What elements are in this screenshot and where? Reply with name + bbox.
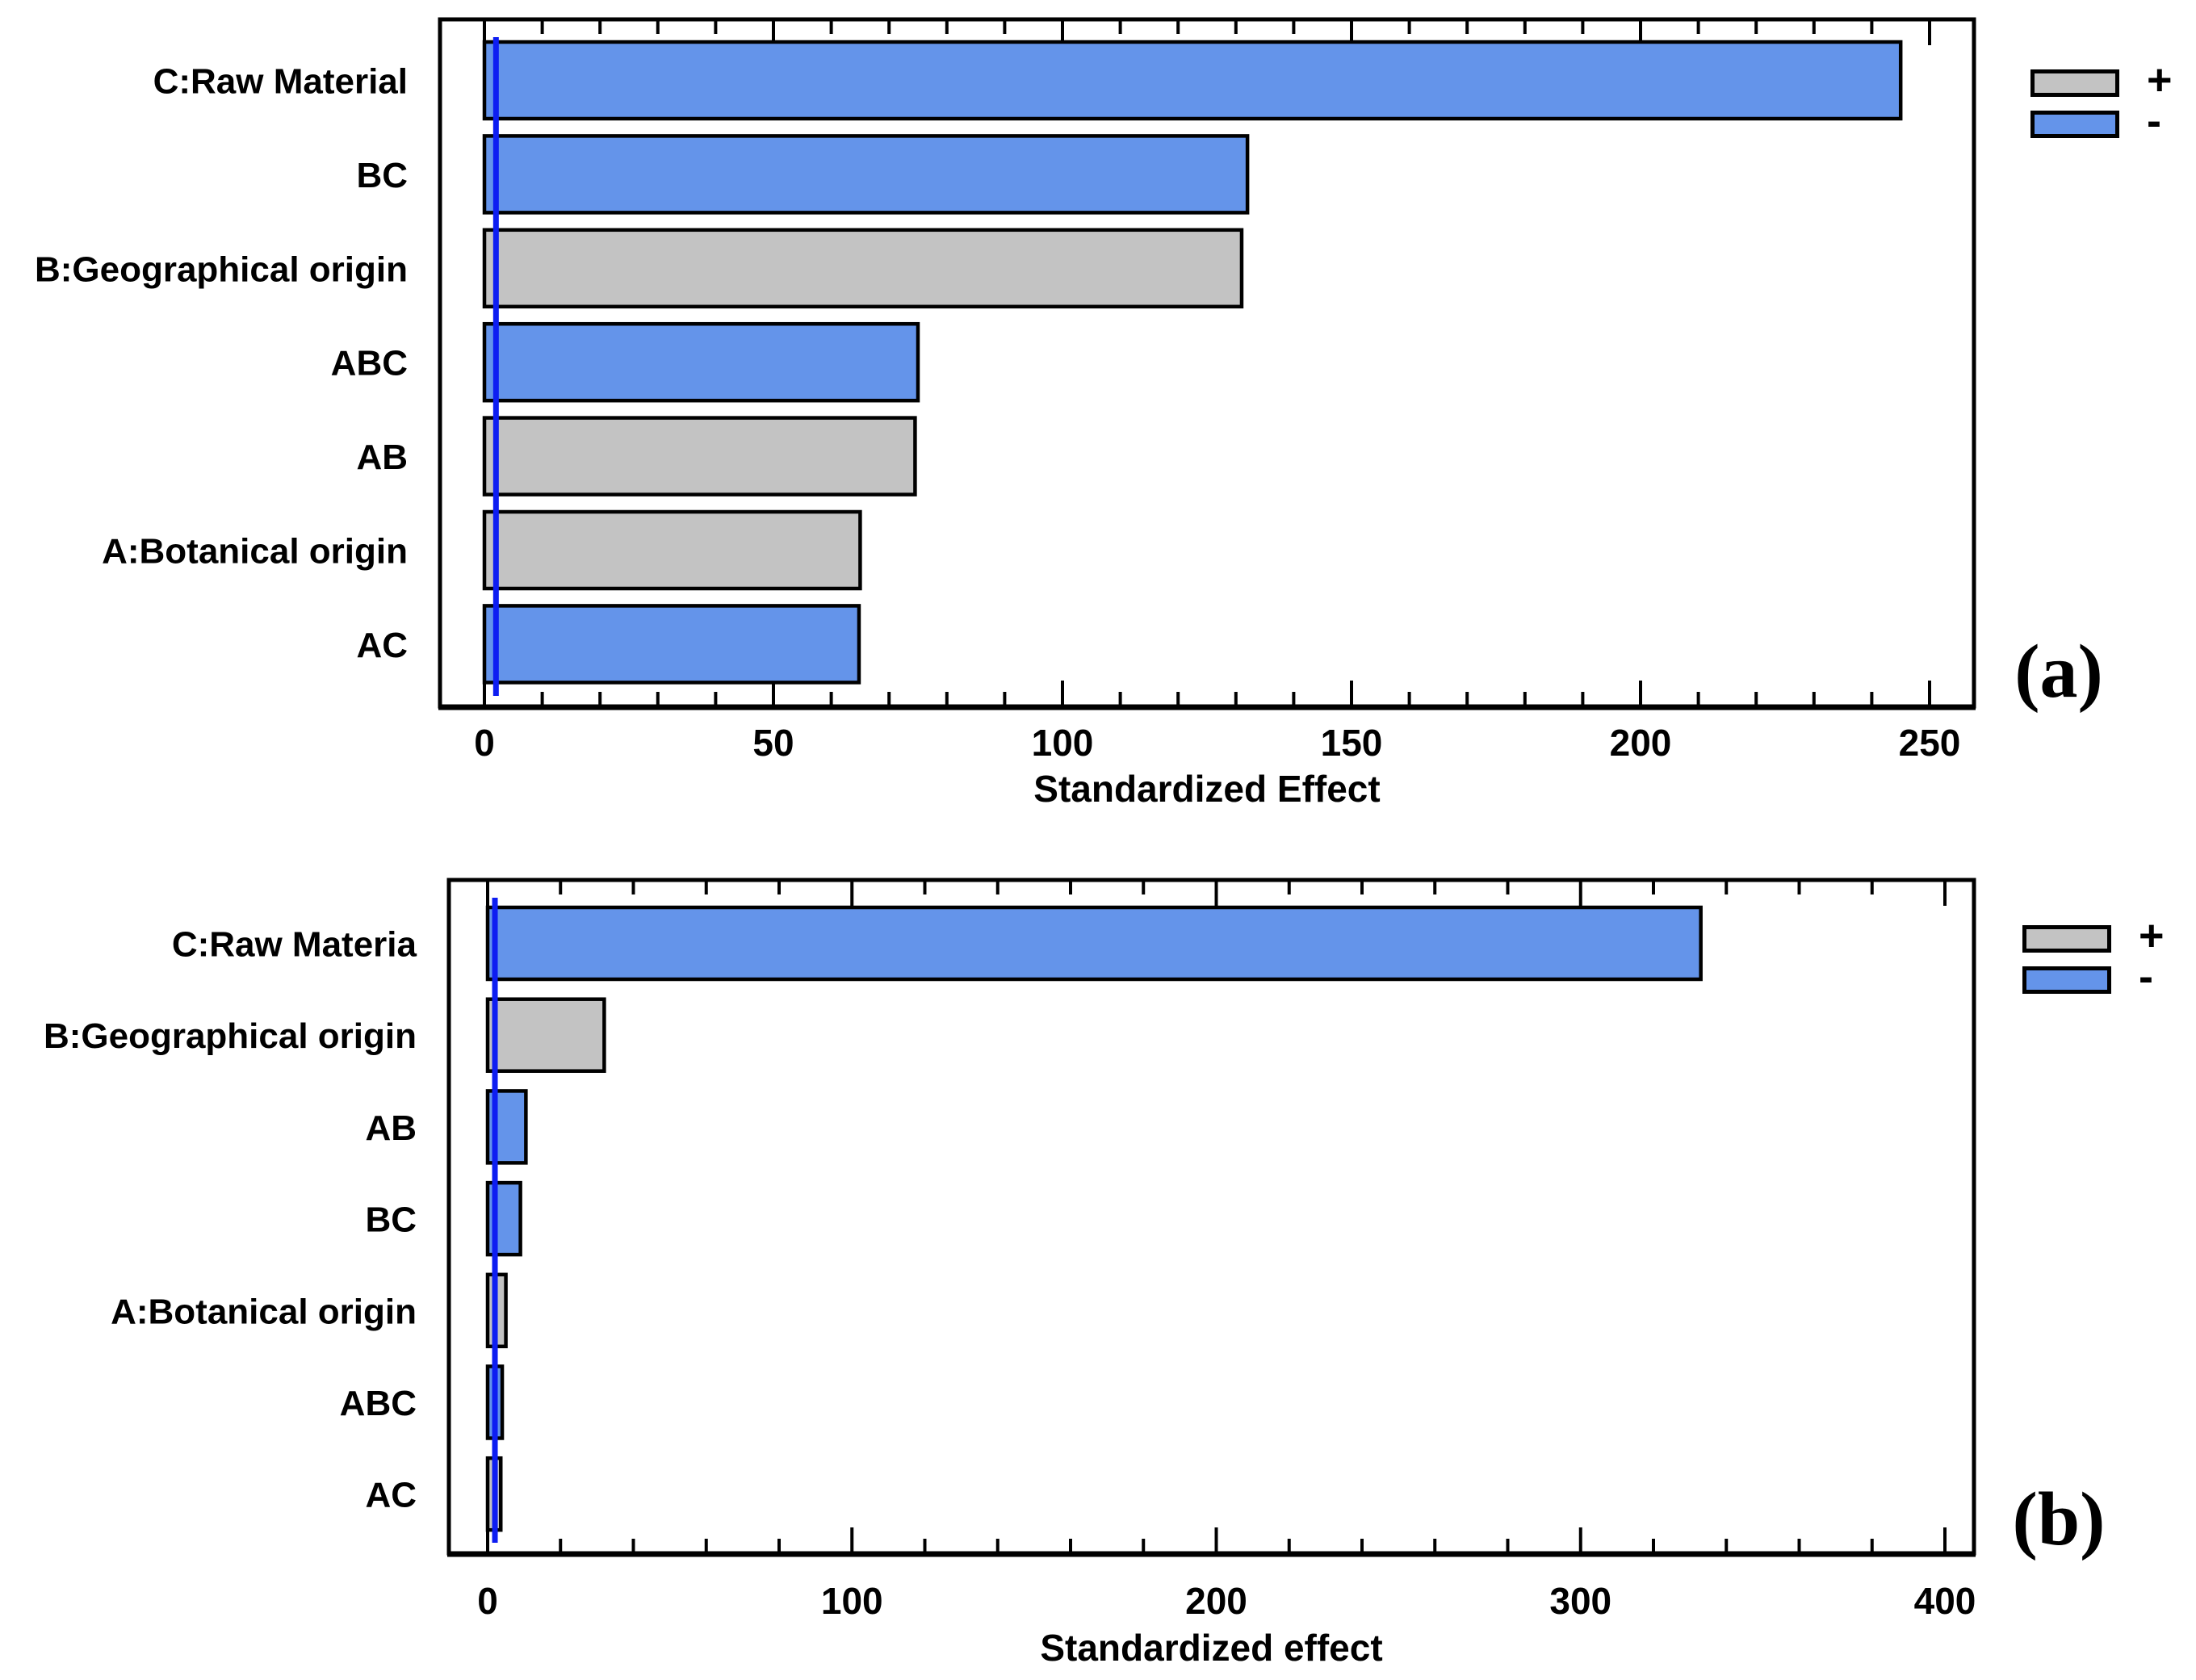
panel-label-a: (a) — [2014, 630, 2103, 714]
legend-positive-swatch — [2022, 925, 2111, 953]
x-axis-title-a: Standardized Effect — [1033, 768, 1381, 810]
category-label: C:Raw Material — [153, 62, 408, 102]
x-tick-label: 100 — [1032, 722, 1094, 764]
category-label: AB — [365, 1108, 417, 1148]
pareto-panel-a: 0 50 100 150 200 250 C:Raw Material BC B:Geograp… — [35, 17, 1976, 764]
category-label: A:Botanical origin — [102, 532, 408, 572]
x-tick-label: 150 — [1321, 722, 1383, 764]
category-label: BC — [356, 156, 408, 195]
category-label: ABC — [340, 1384, 417, 1423]
bar — [482, 40, 1903, 121]
legend-entry-positive-b: + — [2022, 911, 2165, 960]
legend-b: + - — [2022, 911, 2165, 1001]
x-tick-label: 200 — [1610, 722, 1672, 764]
pareto-panel-b: 0 100 200 300 400 C:Raw Materia B:Geographical… — [44, 878, 1976, 1622]
legend-negative-label: - — [2147, 97, 2161, 145]
category-label: AB — [356, 438, 408, 477]
legend-a: + - — [2030, 56, 2173, 143]
legend-positive-label: + — [2147, 56, 2173, 104]
legend-positive-swatch — [2030, 69, 2119, 97]
x-tick-label: 250 — [1899, 722, 1961, 764]
category-label: A:Botanical origin — [111, 1292, 417, 1331]
category-label: B:Geographical origin — [35, 249, 408, 289]
x-tick-label: 200 — [1185, 1580, 1247, 1622]
category-label: AC — [356, 626, 408, 665]
x-axis-title-b: Standardized effect — [1040, 1627, 1383, 1669]
x-tick-label: 0 — [477, 1580, 498, 1622]
bar — [485, 905, 1703, 982]
x-tick-label: 300 — [1549, 1580, 1611, 1622]
panel-label-b: (b) — [2012, 1477, 2106, 1561]
category-label: ABC — [331, 344, 408, 383]
legend-entry-negative-b: - — [2022, 953, 2165, 1001]
bar — [482, 228, 1244, 309]
x-tick-label: 100 — [821, 1580, 883, 1622]
x-tick-label: 400 — [1914, 1580, 1976, 1622]
category-label: C:Raw Materia — [172, 925, 417, 965]
bar — [482, 509, 862, 591]
x-tick-label: 50 — [752, 722, 794, 764]
bar — [482, 416, 917, 496]
legend-negative-swatch — [2022, 966, 2111, 994]
x-tick-label: 0 — [474, 722, 495, 764]
legend-positive-label: + — [2139, 911, 2165, 960]
legend-entry-negative-a: - — [2030, 99, 2173, 143]
bar — [482, 134, 1250, 215]
bar — [482, 604, 861, 685]
category-label: BC — [365, 1200, 417, 1240]
legend-entry-positive-a: + — [2030, 56, 2173, 104]
bar — [482, 321, 920, 403]
bar — [485, 997, 606, 1073]
category-label: B:Geographical origin — [44, 1016, 417, 1056]
legend-negative-swatch — [2030, 111, 2119, 138]
category-label: AC — [365, 1476, 417, 1515]
legend-negative-label: - — [2139, 953, 2153, 1001]
